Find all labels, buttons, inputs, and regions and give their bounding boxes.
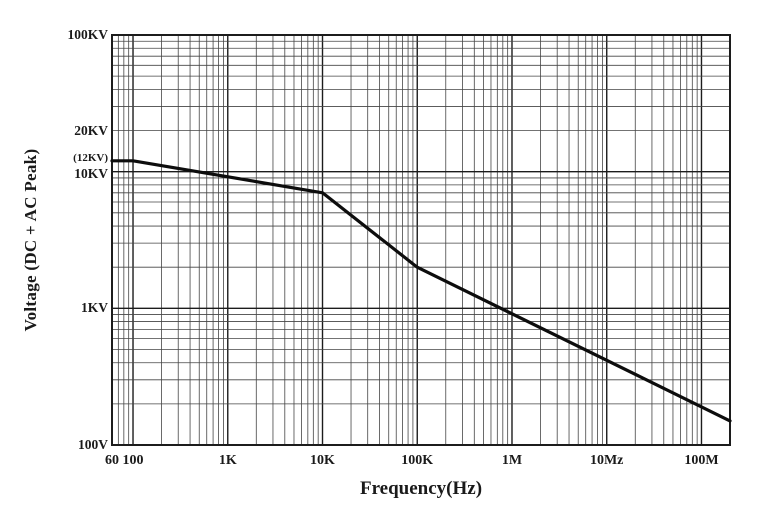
x-tick-label: 100	[122, 453, 144, 468]
grid-lines	[112, 35, 730, 445]
y-tick-label: 100KV	[67, 27, 109, 42]
x-tick-label: 10K	[310, 453, 335, 468]
x-tick-label: 100K	[401, 453, 434, 468]
x-tick-label: 10Mz	[589, 453, 624, 468]
x-tick-label: 1M	[501, 453, 523, 468]
y-tick-label: 100V	[78, 437, 108, 452]
plot-border	[111, 34, 731, 446]
y-tick-label: 10KV	[74, 166, 108, 182]
derating-curve-line	[110, 159, 732, 423]
x-axis-title: Frequency(Hz)	[359, 478, 483, 499]
y-tick-label: 1KV	[81, 300, 108, 316]
x-tick-label: 100M	[684, 453, 719, 468]
x-tick-label: 60	[105, 453, 119, 468]
y-annotation-label: (12KV)	[73, 152, 108, 165]
x-tick-label: 1K	[218, 453, 237, 468]
y-tick-label: 20KV	[74, 122, 108, 138]
